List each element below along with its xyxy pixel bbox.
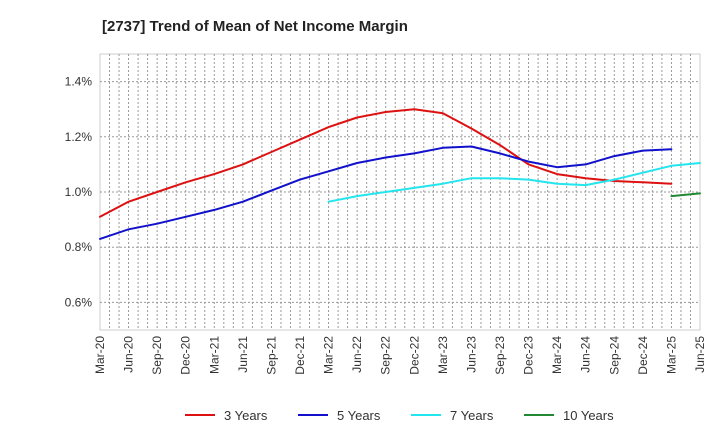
x-tick-label: Mar-20 bbox=[93, 336, 107, 374]
y-tick-label: 0.8% bbox=[65, 240, 93, 254]
y-tick-label: 1.0% bbox=[65, 185, 93, 199]
legend-label-10-years: 10 Years bbox=[563, 408, 614, 423]
y-tick-label: 1.4% bbox=[65, 75, 93, 89]
y-tick-label: 1.2% bbox=[65, 130, 93, 144]
legend-label-5-years: 5 Years bbox=[337, 408, 381, 423]
x-tick-label: Sep-24 bbox=[607, 336, 621, 375]
y-tick-label: 0.6% bbox=[65, 295, 93, 309]
x-tick-label: Jun-21 bbox=[236, 336, 250, 373]
x-tick-label: Sep-22 bbox=[379, 336, 393, 375]
x-tick-label: Dec-23 bbox=[522, 336, 536, 375]
y-axis: 0.6% 0.8% 1.0% 1.2% 1.4% bbox=[65, 75, 93, 310]
series-layer bbox=[99, 108, 701, 240]
x-tick-label: Mar-22 bbox=[322, 336, 336, 374]
x-tick-label: Dec-21 bbox=[293, 336, 307, 375]
x-tick-label: Jun-20 bbox=[122, 336, 136, 373]
chart-title: [2737] Trend of Mean of Net Income Margi… bbox=[102, 18, 408, 35]
x-tick-label: Jun-25 bbox=[693, 336, 707, 373]
x-tick-label: Dec-22 bbox=[407, 336, 421, 375]
series-line-10-years bbox=[670, 192, 701, 198]
x-tick-label: Mar-25 bbox=[664, 336, 678, 374]
legend: 3 Years 5 Years 7 Years 10 Years bbox=[185, 408, 614, 423]
legend-label-3-years: 3 Years bbox=[224, 408, 268, 423]
legend-label-7-years: 7 Years bbox=[450, 408, 494, 423]
x-tick-label: Jun-24 bbox=[579, 336, 593, 373]
x-tick-label: Mar-21 bbox=[207, 336, 221, 374]
x-tick-label: Dec-20 bbox=[179, 336, 193, 375]
x-tick-label: Mar-23 bbox=[436, 336, 450, 374]
x-axis: Mar-20 Jun-20 Sep-20 Dec-20 Mar-21 Jun-21 Sep-… bbox=[93, 336, 707, 375]
x-tick-label: Dec-24 bbox=[636, 336, 650, 375]
x-tick-label: Mar-24 bbox=[550, 336, 564, 374]
series-line-3-years bbox=[99, 108, 673, 218]
series-line-5-years bbox=[99, 145, 673, 240]
x-tick-label: Jun-23 bbox=[464, 336, 478, 373]
x-tick-label: Sep-20 bbox=[150, 336, 164, 375]
x-tick-label: Jun-22 bbox=[350, 336, 364, 373]
series-line-7-years bbox=[327, 162, 701, 203]
x-tick-label: Sep-21 bbox=[264, 336, 278, 375]
x-tick-label: Sep-23 bbox=[493, 336, 507, 375]
